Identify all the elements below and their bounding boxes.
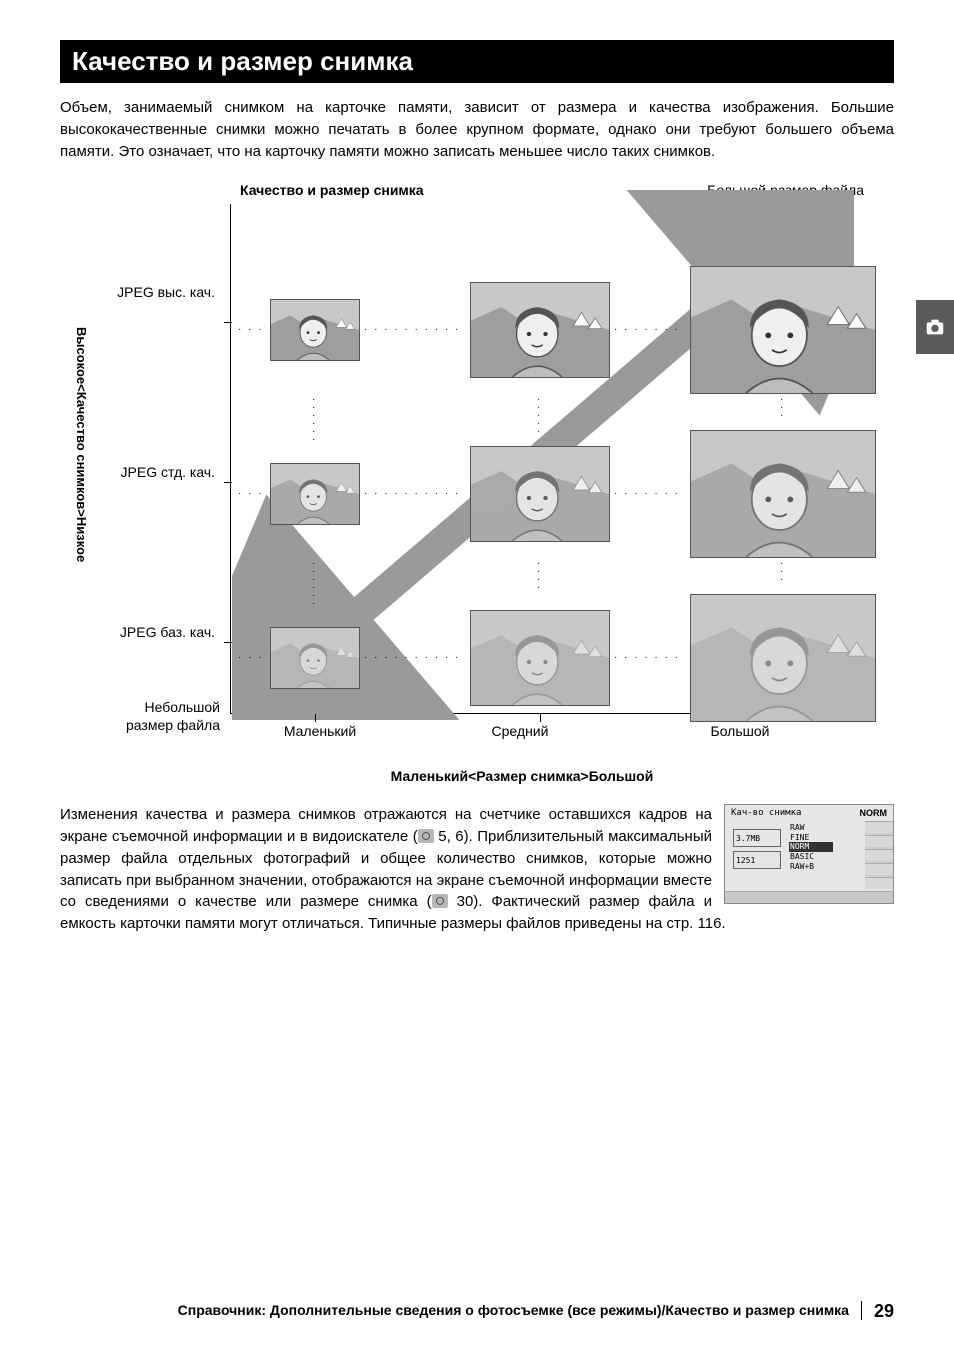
menu-title: Кач-во снимка <box>731 808 801 818</box>
menu-list-item: RAW+B <box>789 862 833 872</box>
y-tick <box>224 482 232 483</box>
guide-dots: · · · · · · · · · · · · · · · <box>364 324 466 335</box>
x-tick <box>540 714 541 722</box>
menu-side <box>865 821 893 889</box>
ref-icon <box>418 829 434 843</box>
y-tick <box>224 322 232 323</box>
row-label: JPEG стд. кач. <box>80 464 215 481</box>
intro-paragraph: Объем, занимаемый снимком на карточке па… <box>60 97 894 162</box>
thumbnail <box>270 463 360 525</box>
col-label: Большой <box>680 723 800 739</box>
guide-dots: · · · <box>780 560 788 592</box>
bottom-left-label: Небольшой размер файла <box>100 699 220 734</box>
page-title: Качество и размер снимка <box>60 40 894 83</box>
menu-list-item: FINE <box>789 833 833 843</box>
ref-icon <box>432 894 448 908</box>
page-footer: Справочник: Дополнительные сведения о фо… <box>60 1301 894 1322</box>
thumbnail <box>690 266 876 394</box>
thumbnail <box>470 446 610 542</box>
thumbnail <box>270 627 360 689</box>
x-axis-caption: Маленький<Размер снимка>Большой <box>150 768 894 784</box>
col-label: Средний <box>460 723 580 739</box>
thumbnail <box>690 430 876 558</box>
menu-list: RAWFINENORMBASICRAW+B <box>789 823 833 871</box>
y-tick <box>224 642 232 643</box>
guide-dots: · · · · · · · · · · · · · · · <box>614 652 686 663</box>
menu-bottom <box>725 891 893 903</box>
menu-list-item: RAW <box>789 823 833 833</box>
guide-dots: · · · · · · · · · · · · · · · <box>364 488 466 499</box>
menu-badge: NORM <box>860 808 888 818</box>
guide-dots: · · · · · · · · · · · · · · · <box>614 324 686 335</box>
guide-dots: · · · · · · <box>312 560 320 625</box>
thumbnail <box>270 299 360 361</box>
guide-dots: · · · · · · · · · · · · · · · <box>614 488 686 499</box>
guide-dots: · · · · · <box>537 396 545 446</box>
menu-filesize: 3.7MB <box>733 829 781 847</box>
menu-count: 1251 <box>733 851 781 869</box>
thumbnail <box>690 594 876 722</box>
chart-header-right: Большой размер файла <box>707 182 864 198</box>
row-label: JPEG выс. кач. <box>80 284 215 301</box>
menu-list-item: NORM <box>789 842 833 852</box>
col-label: Маленький <box>260 723 380 739</box>
side-tab-camera-icon <box>916 300 954 354</box>
thumbnail <box>470 610 610 706</box>
guide-dots: · · · <box>780 396 788 430</box>
footer-text: Справочник: Дополнительные сведения о фо… <box>178 1301 862 1320</box>
menu-list-item: BASIC <box>789 852 833 862</box>
y-axis <box>230 204 231 714</box>
chart-header-left: Качество и размер снимка <box>240 182 424 198</box>
x-tick <box>315 714 316 722</box>
guide-dots: · · · · · · · · · · · · · · · <box>238 488 266 499</box>
quality-size-chart: Качество и размер снимка Большой размер … <box>60 182 894 784</box>
guide-dots: · · · · <box>537 560 545 608</box>
guide-dots: · · · · · · · · · · · · · · · <box>238 324 266 335</box>
thumbnail <box>470 282 610 378</box>
guide-dots: · · · · · · · · · · · · · · · <box>238 652 266 663</box>
guide-dots: · · · · · · <box>312 396 320 463</box>
menu-screenshot: Кач-во снимка NORM 3.7MB 1251 RAWFINENOR… <box>724 804 894 904</box>
row-label: JPEG баз. кач. <box>80 624 215 641</box>
footer-page-number: 29 <box>862 1301 894 1322</box>
guide-dots: · · · · · · · · · · · · · · · <box>364 652 466 663</box>
